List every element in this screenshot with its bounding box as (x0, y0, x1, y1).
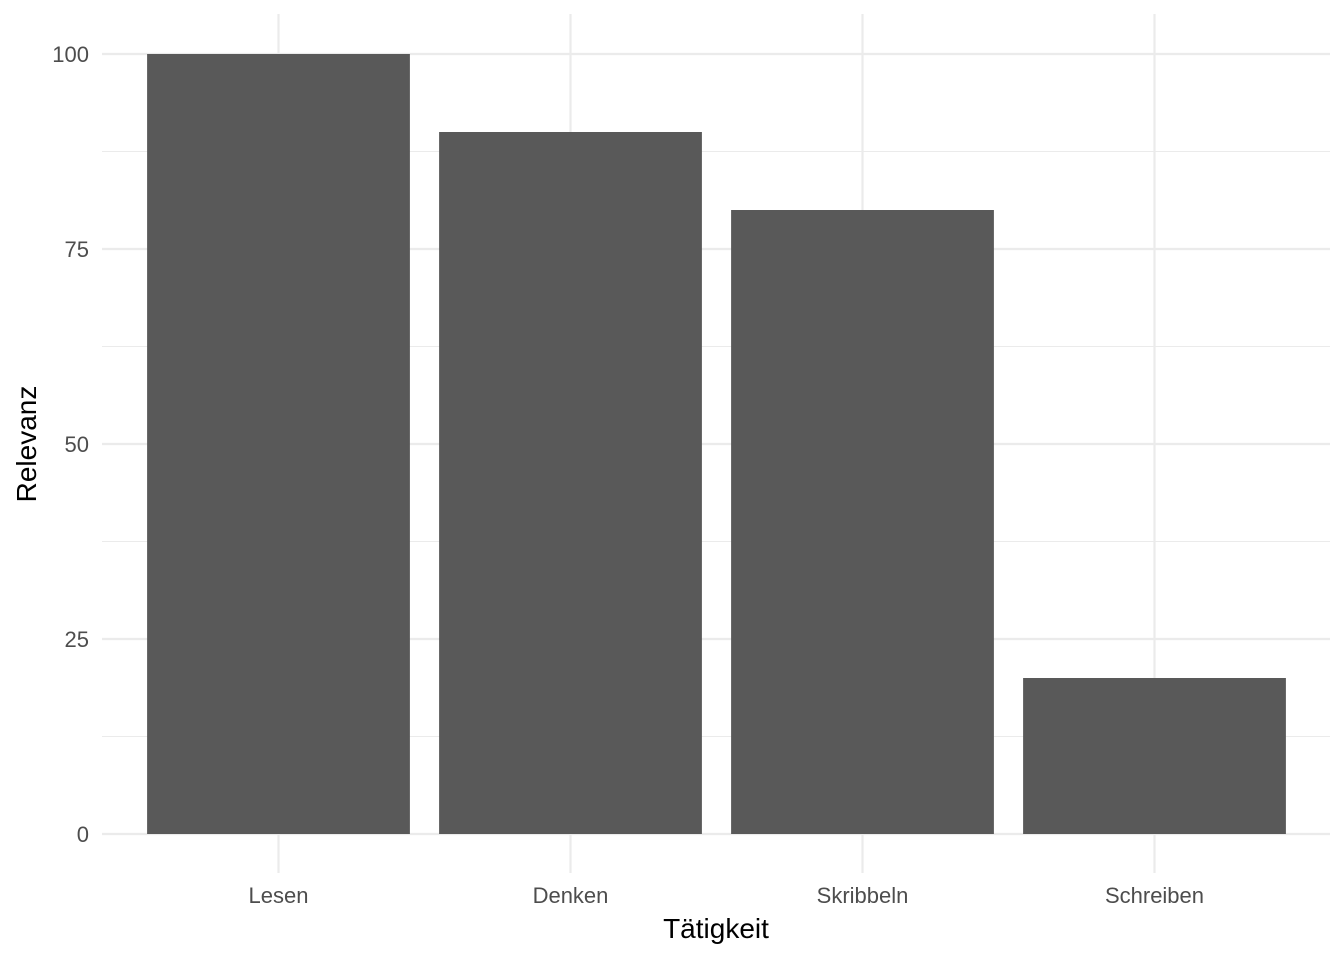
y-tick-label: 25 (65, 627, 89, 652)
bar-lesen (147, 54, 410, 834)
y-tick-labels: 0 25 50 75 100 (52, 42, 89, 847)
y-tick-label: 75 (65, 237, 89, 262)
y-tick-label: 100 (52, 42, 89, 67)
x-tick-label: Skribbeln (817, 883, 909, 908)
x-axis-title: Tätigkeit (663, 913, 769, 944)
bars (147, 54, 1286, 834)
bar-denken (439, 132, 702, 834)
y-tick-label: 0 (77, 822, 89, 847)
x-tick-label: Denken (533, 883, 609, 908)
y-axis-title: Relevanz (11, 386, 42, 503)
x-tick-labels: Lesen Denken Skribbeln Schreiben (249, 883, 1205, 908)
bar-skribbeln (731, 210, 994, 834)
x-tick-label: Lesen (249, 883, 309, 908)
y-tick-label: 50 (65, 432, 89, 457)
x-tick-label: Schreiben (1105, 883, 1204, 908)
bar-schreiben (1023, 678, 1286, 834)
